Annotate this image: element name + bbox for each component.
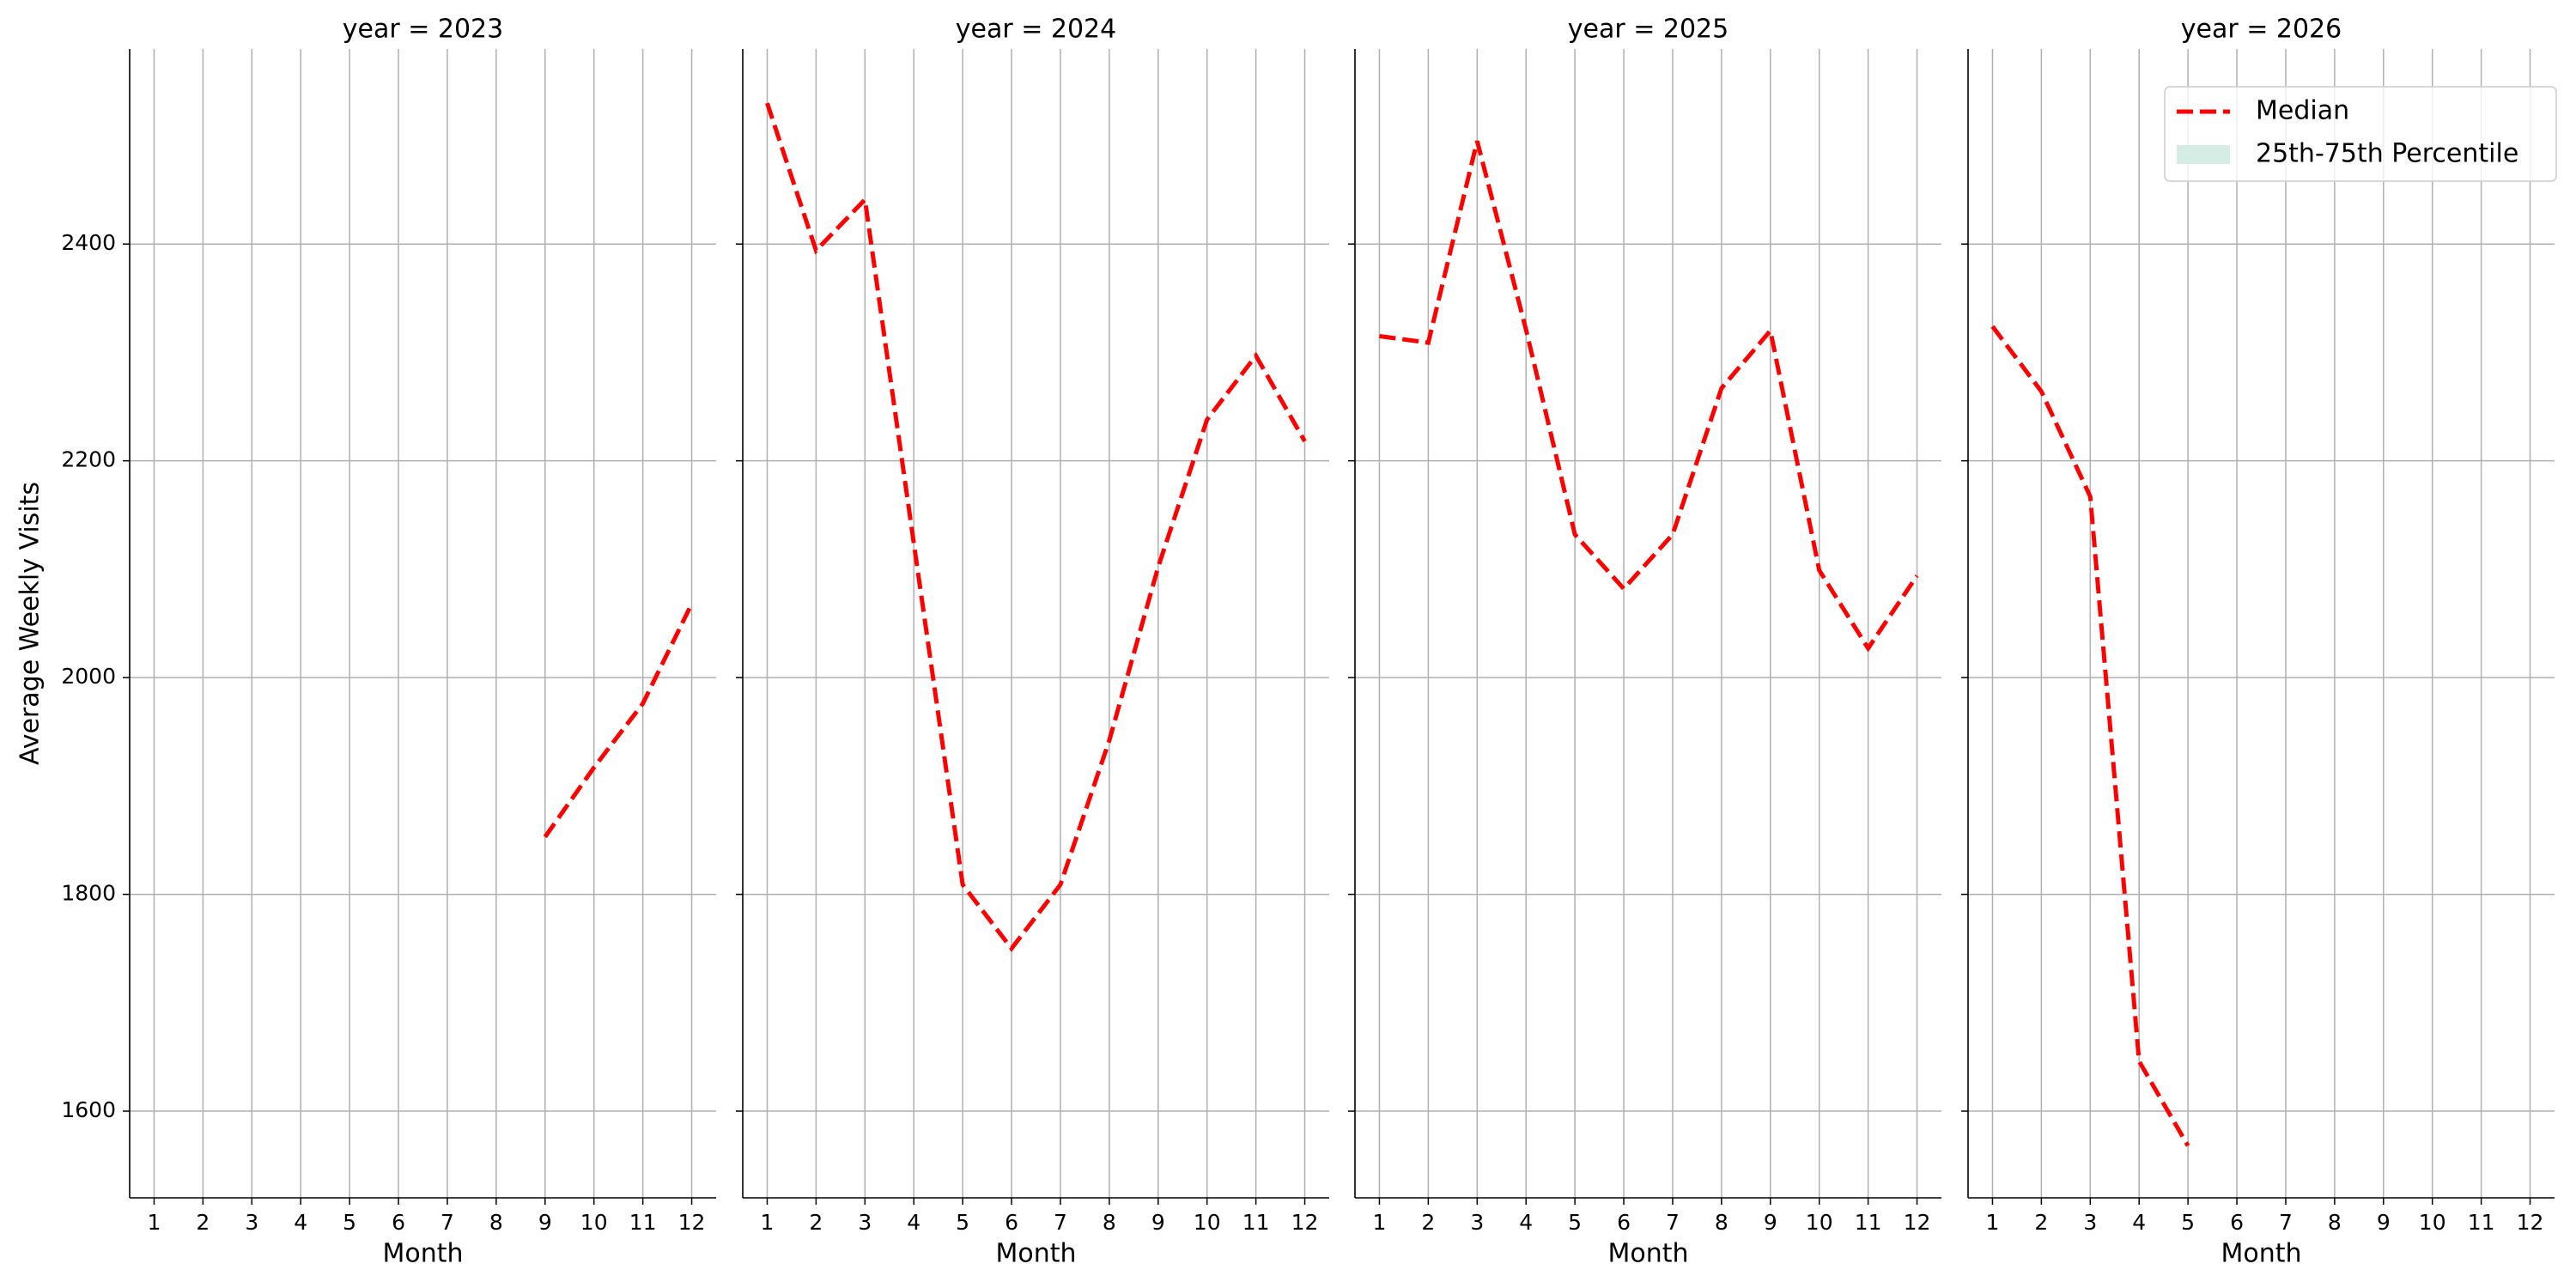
x-tick-label: 6 — [2230, 1210, 2244, 1235]
x-tick-label: 7 — [2279, 1210, 2293, 1235]
x-tick-label: 1 — [1986, 1210, 2000, 1235]
y-tick-label: 2400 — [61, 230, 116, 255]
x-tick-label: 1 — [148, 1210, 161, 1235]
x-tick-label: 8 — [489, 1210, 503, 1235]
x-tick-label: 2 — [1421, 1210, 1435, 1235]
x-axis-label: Month — [995, 1239, 1076, 1269]
legend-patch — [2177, 145, 2230, 164]
x-tick-label: 12 — [1904, 1210, 1931, 1235]
x-tick-label: 2 — [809, 1210, 823, 1235]
x-tick-label: 4 — [2132, 1210, 2146, 1235]
x-tick-label: 11 — [1855, 1210, 1882, 1235]
legend-label: Median — [2256, 96, 2349, 126]
x-tick-label: 1 — [1373, 1210, 1387, 1235]
y-tick-label: 2200 — [61, 447, 116, 472]
x-tick-label: 2 — [196, 1210, 210, 1235]
median-line — [543, 603, 694, 839]
y-tick-label: 1800 — [61, 881, 116, 906]
x-tick-label: 3 — [858, 1210, 872, 1235]
x-tick-label: 6 — [392, 1210, 405, 1235]
x-tick-label: 1 — [761, 1210, 775, 1235]
x-tick-label: 8 — [1715, 1210, 1728, 1235]
median-line — [1379, 140, 1919, 653]
y-tick-label: 2000 — [61, 664, 116, 689]
panel-title: year = 2025 — [1568, 15, 1729, 45]
x-tick-label: 11 — [1242, 1210, 1270, 1235]
x-tick-label: 5 — [343, 1210, 356, 1235]
x-axis-label: Month — [2221, 1239, 2301, 1269]
x-tick-label: 10 — [580, 1210, 608, 1235]
x-tick-label: 10 — [1194, 1210, 1221, 1235]
y-axis-label: Average Weekly Visits — [15, 482, 46, 765]
x-tick-label: 6 — [1005, 1210, 1018, 1235]
x-tick-label: 8 — [2328, 1210, 2342, 1235]
panel-title: year = 2026 — [2181, 15, 2342, 45]
x-tick-label: 5 — [956, 1210, 969, 1235]
legend-box — [2164, 86, 2557, 182]
legend-label: 25th-75th Percentile — [2256, 139, 2518, 169]
y-tick-label: 1600 — [61, 1097, 116, 1122]
panel-title: year = 2024 — [956, 15, 1117, 45]
x-tick-label: 10 — [2419, 1210, 2446, 1235]
panel-title: year = 2023 — [343, 15, 504, 45]
median-line — [765, 102, 1307, 952]
x-tick-label: 5 — [1568, 1210, 1582, 1235]
x-tick-label: 12 — [2517, 1210, 2544, 1235]
x-tick-label: 7 — [440, 1210, 454, 1235]
x-tick-label: 4 — [907, 1210, 920, 1235]
x-axis-label: Month — [382, 1239, 463, 1269]
x-tick-label: 6 — [1617, 1210, 1631, 1235]
x-tick-label: 9 — [538, 1210, 552, 1235]
x-tick-label: 4 — [1519, 1210, 1533, 1235]
x-tick-label: 7 — [1054, 1210, 1067, 1235]
x-tick-label: 3 — [1470, 1210, 1484, 1235]
x-axis-label: Month — [1607, 1239, 1688, 1269]
median-line — [1990, 325, 2190, 1147]
x-tick-label: 8 — [1103, 1210, 1116, 1235]
x-tick-label: 7 — [1666, 1210, 1680, 1235]
x-tick-label: 11 — [2468, 1210, 2495, 1235]
x-tick-label: 3 — [2083, 1210, 2097, 1235]
x-tick-label: 9 — [1151, 1210, 1165, 1235]
x-tick-label: 9 — [1764, 1210, 1777, 1235]
x-tick-label: 12 — [678, 1210, 706, 1235]
x-tick-label: 9 — [2377, 1210, 2391, 1235]
x-tick-label: 4 — [294, 1210, 307, 1235]
x-tick-label: 2 — [2034, 1210, 2048, 1235]
x-tick-label: 5 — [2181, 1210, 2195, 1235]
x-tick-label: 10 — [1806, 1210, 1833, 1235]
x-tick-label: 11 — [629, 1210, 657, 1235]
x-tick-label: 12 — [1291, 1210, 1319, 1235]
x-tick-label: 3 — [245, 1210, 258, 1235]
